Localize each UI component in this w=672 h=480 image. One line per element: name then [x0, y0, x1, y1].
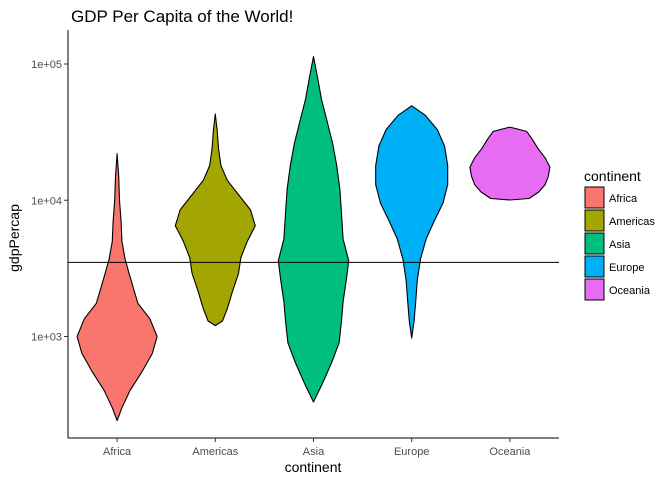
x-tick-label: Americas — [192, 446, 238, 458]
x-axis-title: continent — [285, 459, 342, 475]
legend-label-africa: Africa — [609, 193, 638, 205]
violin-asia — [277, 55, 350, 403]
violin-layer — [76, 55, 551, 422]
legend-key-africa — [584, 186, 605, 209]
violin-americas — [174, 113, 256, 327]
legend-key-europe — [584, 255, 605, 278]
violin-europe — [375, 105, 449, 339]
legend-title: continent — [584, 168, 641, 184]
x-tick-label: Asia — [303, 446, 325, 458]
legend-label-americas: Americas — [609, 216, 655, 228]
legend-label-europe: Europe — [609, 262, 644, 274]
y-tick-label: 1e+04 — [31, 195, 62, 207]
legend-key-americas — [584, 209, 605, 232]
legend-label-asia: Asia — [609, 239, 631, 251]
violin-oceania — [469, 126, 551, 201]
y-tick-label: 1e+03 — [31, 332, 62, 344]
x-axis-ticks: Africa Americas Asia Europe Oceania — [103, 438, 531, 458]
legend-key-oceania — [584, 278, 605, 301]
legend-key-asia — [584, 232, 605, 255]
x-tick-label: Oceania — [489, 446, 531, 458]
y-axis-title: gdpPercap — [6, 204, 22, 272]
y-tick-label: 1e+05 — [31, 59, 62, 71]
chart-title: GDP Per Capita of the World! — [71, 7, 293, 26]
y-axis-ticks: 1e+03 1e+04 1e+05 — [31, 59, 68, 344]
legend-label-oceania: Oceania — [609, 285, 651, 297]
legend: continent Africa Americas Asia Europe Oceani… — [584, 168, 655, 301]
x-tick-label: Africa — [103, 446, 132, 458]
violin-africa — [76, 153, 158, 422]
x-tick-label: Europe — [394, 446, 429, 458]
